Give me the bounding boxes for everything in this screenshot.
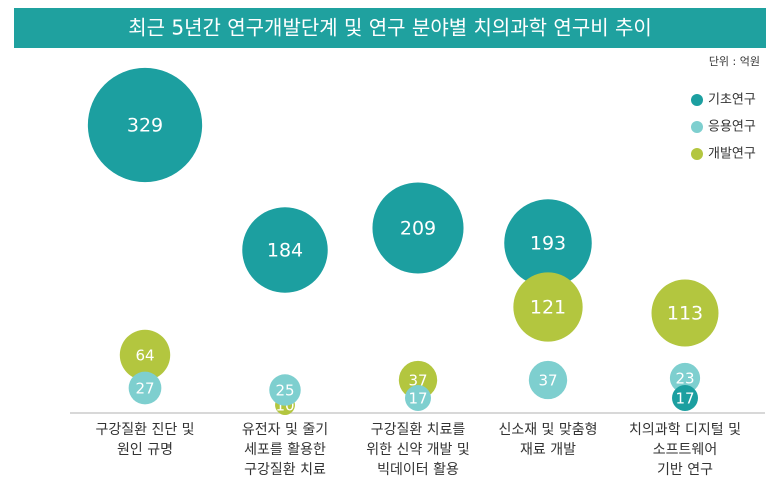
- legend-marker: [691, 148, 703, 160]
- value-label: 17: [675, 390, 694, 408]
- value-label: 329: [127, 115, 163, 137]
- value-label: 64: [135, 347, 154, 365]
- value-label: 121: [530, 297, 566, 319]
- value-label: 27: [135, 380, 154, 398]
- x-tick-label: 유전자 및 줄기 세포를 활용한 구강질환 치료: [241, 422, 329, 478]
- bubble: [528, 360, 568, 400]
- value-label: 17: [408, 390, 427, 408]
- title-bar: [14, 8, 766, 48]
- legend-marker: [691, 94, 703, 106]
- bubble: [651, 279, 719, 347]
- bubble: [405, 385, 431, 411]
- bubble: [128, 371, 162, 405]
- value-label: 184: [267, 240, 303, 262]
- x-tick-label: 구강질환 치료를 위한 신약 개발 및 빅데이터 활용: [366, 422, 470, 478]
- value-label: 25: [275, 382, 294, 400]
- bubble: [669, 362, 701, 394]
- legend-label: 기초연구: [708, 93, 756, 108]
- legend-marker: [691, 121, 703, 133]
- value-label: 193: [530, 233, 566, 255]
- value-label: 23: [675, 370, 694, 388]
- value-label: 37: [408, 372, 427, 390]
- bubble: [87, 67, 203, 183]
- value-label: 209: [400, 218, 436, 240]
- x-tick-label: 신소재 및 맞춤형 재료 개발: [498, 422, 598, 458]
- bubble: [119, 329, 171, 381]
- x-tick-label: 구강질환 진단 및 원인 규명: [95, 422, 195, 458]
- bubble: [504, 199, 592, 287]
- bubble: [672, 385, 698, 411]
- legend-label: 개발연구: [708, 147, 756, 162]
- chart-title: 최근 5년간 연구개발단계 및 연구 분야별 치의과학 연구비 추이: [128, 16, 652, 40]
- x-tick-label: 치의과학 디지털 및 소프트웨어 기반 연구: [629, 422, 741, 478]
- legend-label: 응용연구: [708, 120, 756, 135]
- value-label: 113: [667, 303, 703, 325]
- bubble: [372, 182, 464, 274]
- unit-label: 단위 : 억원: [709, 55, 760, 68]
- value-label: 37: [538, 372, 557, 390]
- bubble: [513, 272, 583, 342]
- bubble: [242, 207, 328, 293]
- bubble: [269, 374, 301, 406]
